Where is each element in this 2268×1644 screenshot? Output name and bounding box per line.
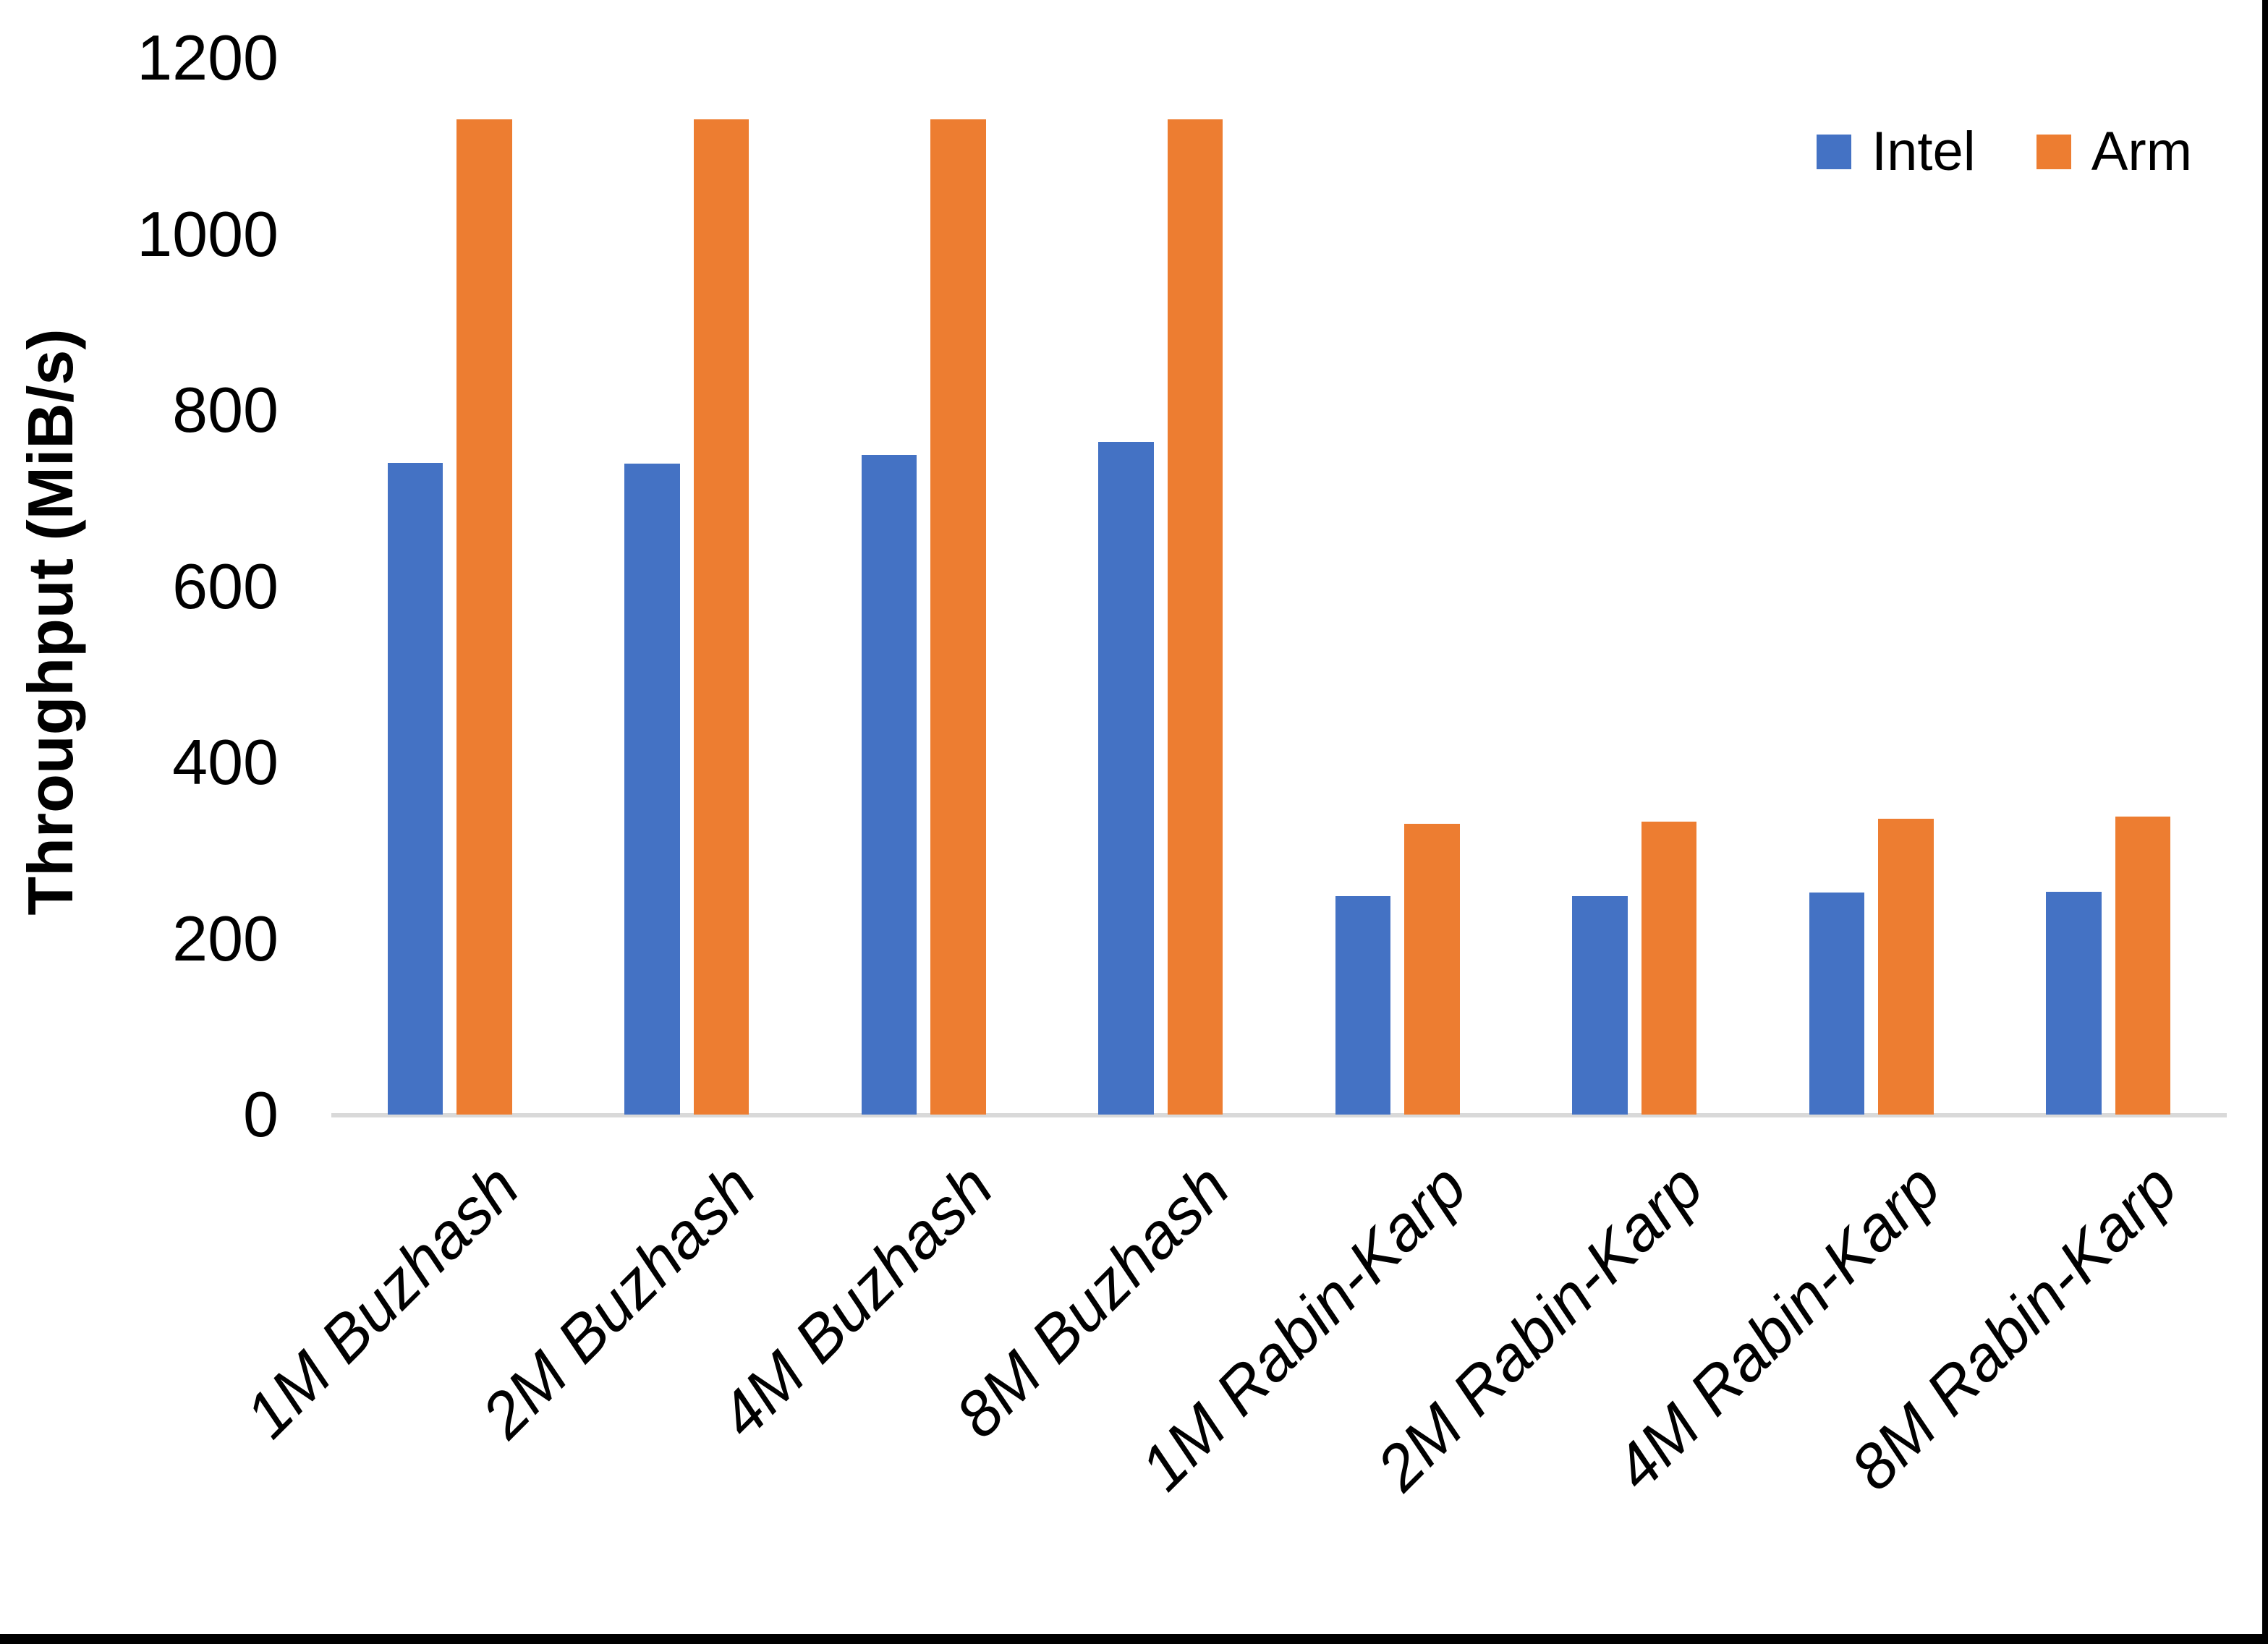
bar-arm-4 <box>1167 119 1223 1115</box>
page-edge-right <box>2262 0 2268 1644</box>
y-axis-title: Throughput (MiB/s) <box>14 328 86 916</box>
bar-arm-7 <box>1878 818 1934 1115</box>
bar-intel-6 <box>1572 896 1628 1115</box>
page-edge-bottom <box>0 1634 2268 1644</box>
y-tick-label: 0 <box>243 1078 279 1150</box>
bar-intel-5 <box>1335 896 1391 1115</box>
bar-arm-1 <box>456 119 512 1115</box>
legend-item-arm: Arm <box>2036 122 2192 182</box>
intel-swatch-icon <box>1817 135 1852 169</box>
legend-label-arm: Arm <box>2091 121 2192 182</box>
y-tick-label: 1000 <box>137 197 279 270</box>
legend-label-intel: Intel <box>1872 121 1976 182</box>
bar-arm-8 <box>2115 817 2171 1115</box>
x-axis-baseline <box>331 1113 2227 1117</box>
bar-intel-8 <box>2046 891 2102 1115</box>
y-tick-label: 1200 <box>137 22 279 93</box>
y-tick-label: 800 <box>172 374 279 446</box>
bar-intel-3 <box>861 455 917 1115</box>
bar-intel-4 <box>1098 441 1154 1115</box>
legend-item-intel: Intel <box>1817 122 1976 182</box>
legend: Intel Arm <box>1817 122 2192 182</box>
arm-swatch-icon <box>2036 135 2071 169</box>
y-tick-label: 400 <box>172 726 279 798</box>
bar-arm-2 <box>693 119 749 1115</box>
bar-intel-7 <box>1809 893 1865 1115</box>
y-tick-label: 600 <box>172 550 279 622</box>
bar-arm-6 <box>1641 821 1697 1115</box>
bar-intel-2 <box>624 464 680 1115</box>
bar-intel-1 <box>387 463 443 1115</box>
bar-arm-3 <box>930 119 986 1115</box>
bar-arm-5 <box>1404 824 1460 1115</box>
y-tick-label: 200 <box>172 902 279 974</box>
